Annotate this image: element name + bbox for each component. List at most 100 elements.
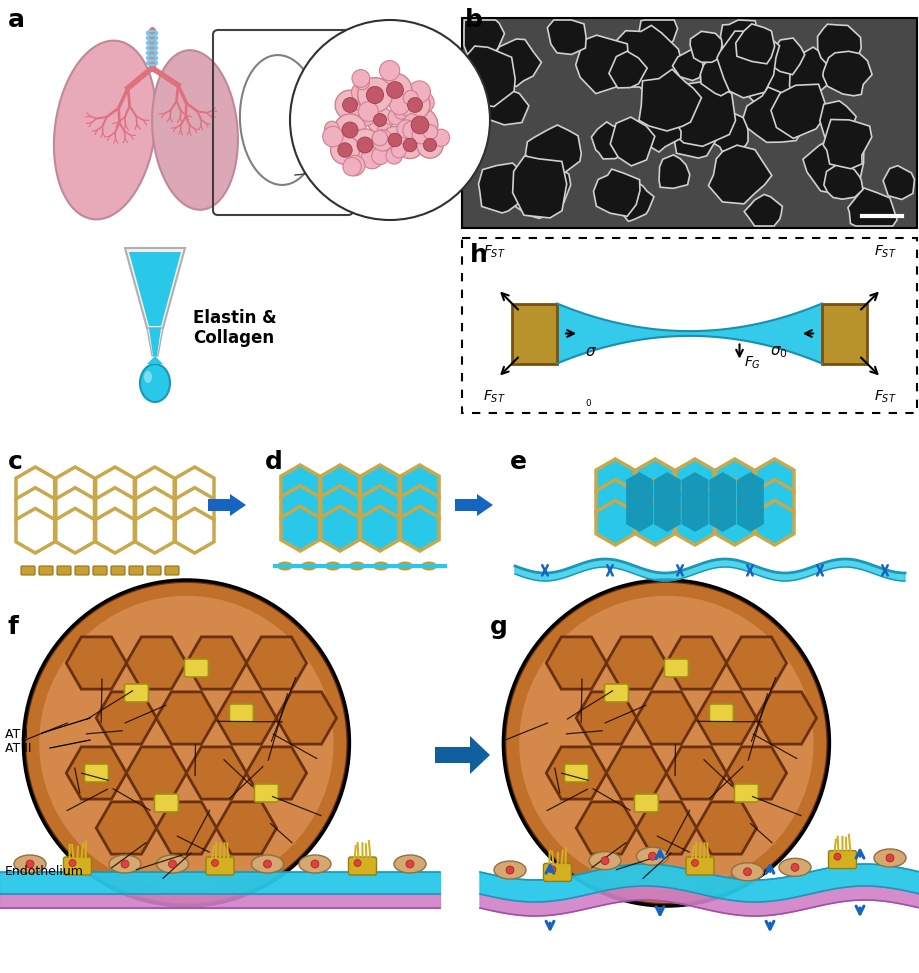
Polygon shape (512, 156, 566, 218)
FancyBboxPatch shape (461, 238, 916, 413)
Circle shape (357, 90, 376, 109)
Circle shape (168, 860, 176, 868)
Circle shape (323, 126, 343, 147)
Polygon shape (608, 25, 680, 94)
Circle shape (330, 135, 359, 164)
Polygon shape (743, 195, 781, 226)
Ellipse shape (372, 561, 389, 570)
Circle shape (503, 580, 829, 906)
Ellipse shape (54, 41, 156, 219)
Ellipse shape (108, 855, 141, 873)
Polygon shape (638, 108, 680, 152)
Circle shape (518, 595, 812, 890)
Ellipse shape (636, 847, 668, 865)
Circle shape (402, 107, 437, 143)
Circle shape (26, 860, 34, 868)
Circle shape (289, 20, 490, 220)
Circle shape (600, 856, 608, 865)
Text: $\sigma$: $\sigma$ (584, 343, 596, 358)
FancyBboxPatch shape (184, 659, 209, 677)
Text: a: a (8, 8, 25, 32)
Text: AT II: AT II (5, 742, 31, 755)
Ellipse shape (324, 561, 341, 570)
Circle shape (380, 60, 399, 81)
Polygon shape (689, 31, 721, 62)
Polygon shape (817, 24, 860, 68)
Polygon shape (637, 20, 676, 51)
Circle shape (408, 81, 430, 103)
Circle shape (352, 134, 369, 151)
Polygon shape (478, 163, 527, 213)
FancyBboxPatch shape (664, 659, 687, 677)
Circle shape (407, 97, 422, 113)
Circle shape (432, 129, 449, 146)
Text: $F_{ST}$: $F_{ST}$ (482, 244, 505, 261)
Ellipse shape (301, 561, 317, 570)
Text: c: c (8, 450, 23, 474)
Polygon shape (463, 46, 515, 107)
Polygon shape (147, 328, 163, 356)
Text: $F_{ST}$: $F_{ST}$ (482, 388, 505, 405)
Circle shape (23, 580, 349, 906)
FancyBboxPatch shape (543, 863, 571, 882)
Polygon shape (609, 117, 654, 165)
FancyBboxPatch shape (563, 764, 588, 782)
Circle shape (378, 73, 412, 107)
Circle shape (69, 859, 76, 867)
Circle shape (324, 122, 338, 135)
Circle shape (648, 852, 656, 860)
Circle shape (403, 114, 419, 129)
Circle shape (357, 137, 372, 153)
Polygon shape (593, 169, 640, 216)
Circle shape (691, 859, 698, 867)
Polygon shape (129, 252, 181, 326)
Polygon shape (463, 20, 504, 57)
Circle shape (743, 868, 751, 876)
Text: h: h (470, 243, 487, 267)
Polygon shape (149, 328, 161, 356)
Circle shape (505, 583, 825, 903)
Polygon shape (770, 85, 827, 138)
Ellipse shape (778, 858, 811, 877)
Polygon shape (674, 117, 717, 158)
Circle shape (358, 101, 378, 122)
Circle shape (400, 90, 429, 120)
Polygon shape (720, 20, 759, 62)
Text: Endothelium: Endothelium (5, 865, 84, 878)
Text: e: e (509, 450, 527, 474)
Circle shape (27, 583, 346, 903)
Polygon shape (771, 38, 804, 75)
Polygon shape (823, 164, 862, 199)
Polygon shape (658, 155, 689, 189)
Circle shape (388, 109, 403, 125)
Text: f: f (8, 615, 19, 639)
Circle shape (357, 78, 391, 112)
Circle shape (334, 114, 366, 146)
FancyBboxPatch shape (111, 566, 125, 575)
Circle shape (377, 124, 393, 140)
Polygon shape (0, 894, 439, 908)
FancyBboxPatch shape (147, 566, 161, 575)
Circle shape (40, 595, 334, 890)
Circle shape (388, 133, 402, 147)
Polygon shape (802, 132, 863, 196)
FancyBboxPatch shape (512, 304, 556, 364)
Circle shape (263, 860, 271, 868)
Ellipse shape (277, 561, 292, 570)
Circle shape (391, 143, 406, 158)
Polygon shape (463, 73, 504, 115)
Ellipse shape (494, 861, 526, 879)
Circle shape (376, 132, 392, 149)
Ellipse shape (251, 855, 283, 873)
Ellipse shape (156, 855, 188, 873)
Polygon shape (0, 872, 439, 894)
Circle shape (413, 91, 434, 113)
Text: $\sigma_0$: $\sigma_0$ (769, 344, 787, 360)
Polygon shape (147, 356, 163, 364)
Polygon shape (575, 35, 629, 93)
Circle shape (344, 156, 365, 176)
Circle shape (381, 126, 408, 154)
Polygon shape (492, 39, 540, 87)
Circle shape (403, 90, 418, 105)
Polygon shape (716, 31, 778, 98)
